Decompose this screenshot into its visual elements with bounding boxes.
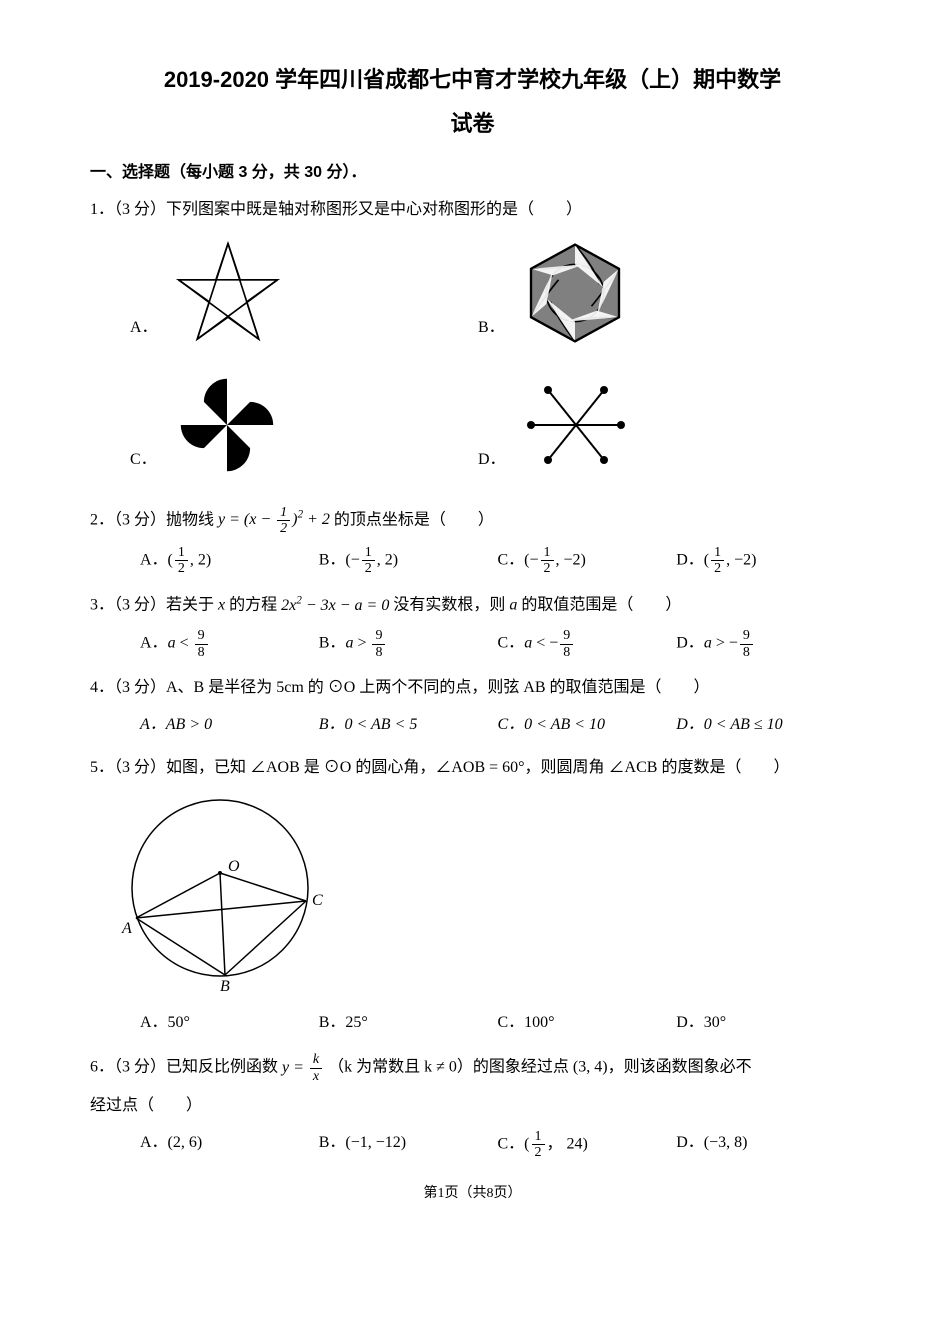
q1-option-c: C．: [130, 365, 478, 485]
q3-opt-c: C．a < −98: [498, 628, 677, 660]
q3-formula: 2x2 − 3x − a = 0: [281, 597, 389, 614]
star-icon: [168, 233, 288, 353]
asterisk-icon: [516, 365, 636, 485]
q4-options: A．AB > 0 B．0 < AB < 5 C．0 < AB < 10 D．0 …: [90, 711, 855, 740]
q1-option-a: A．: [130, 233, 478, 353]
q6-opt-a: A．(2, 6): [140, 1129, 319, 1161]
q2-opt-a: A．(12, 2): [140, 545, 319, 577]
q5-opt-d: D．30°: [676, 1009, 855, 1038]
q3-mid1: 的方程: [229, 597, 281, 614]
exam-title-line1: 2019-2020 学年四川省成都七中育才学校九年级（上）期中数学: [90, 60, 855, 100]
q5-label-c: C: [312, 892, 323, 909]
q3-opt-d: D．a > −98: [676, 628, 855, 660]
q6-prefix: 6．（3 分）已知反比例函数: [90, 1059, 282, 1076]
hexagon-swirl-icon: [515, 233, 635, 353]
q2-opt-c: C．(−12, −2): [498, 545, 677, 577]
question-6: 6．（3 分）已知反比例函数 y = kx （k 为常数且 k ≠ 0）的图象经…: [90, 1052, 855, 1160]
q6-opt-d: D．(−3, 8): [676, 1129, 855, 1161]
pinwheel-icon: [167, 365, 287, 485]
q5-label-o: O: [228, 858, 240, 875]
q1-options: A． B．: [90, 233, 855, 497]
q2-prefix: 2．（3 分）抛物线: [90, 511, 218, 528]
q5-options: A．50° B．25° C．100° D．30°: [90, 1009, 855, 1038]
question-5: 5．（3 分）如图，已知 ∠AOB 是 ⊙O 的圆心角，∠AOB = 60°，则…: [90, 754, 855, 1038]
q2-options: A．(12, 2) B．(−12, 2) C．(−12, −2) D．(12, …: [90, 545, 855, 577]
q3-prefix: 3．（3 分）若关于: [90, 597, 218, 614]
q6-opt-b: B．(−1, −12): [319, 1129, 498, 1161]
exam-title-line2: 试卷: [90, 104, 855, 144]
q1-stem: 1．（3 分）下列图案中既是轴对称图形又是中心对称图形的是（ ）: [90, 196, 855, 225]
q2-mid: 的顶点坐标是（ ）: [334, 511, 494, 528]
q2-opt-b: B．(−12, 2): [319, 545, 498, 577]
q5-opt-b: B．25°: [319, 1009, 498, 1038]
q1-opt-a-label: A．: [130, 314, 158, 353]
q4-stem: 4．（3 分）A、B 是半径为 5cm 的 ⊙O 上两个不同的点，则弦 AB 的…: [90, 674, 855, 703]
q3-mid2: 没有实数根，则: [393, 597, 509, 614]
q3-opt-b: B．a > 98: [319, 628, 498, 660]
question-1: 1．（3 分）下列图案中既是轴对称图形又是中心对称图形的是（ ） A． B．: [90, 196, 855, 497]
q6-options: A．(2, 6) B．(−1, −12) C．(12， 24) D．(−3, 8…: [90, 1129, 855, 1161]
q2-stem: 2．（3 分）抛物线 y = (x − 12)2 + 2 的顶点坐标是（ ）: [90, 505, 855, 537]
q5-opt-c: C．100°: [498, 1009, 677, 1038]
q5-stem: 5．（3 分）如图，已知 ∠AOB 是 ⊙O 的圆心角，∠AOB = 60°，则…: [90, 754, 855, 783]
section-1-header: 一、选择题（每小题 3 分，共 30 分）．: [90, 159, 855, 188]
q6-formula: y = kx: [282, 1059, 324, 1076]
q1-opt-c-label: C．: [130, 446, 157, 485]
q3-options: A．a < 98 B．a > 98 C．a < −98 D．a > −98: [90, 628, 855, 660]
q6-stem: 6．（3 分）已知反比例函数 y = kx （k 为常数且 k ≠ 0）的图象经…: [90, 1052, 855, 1084]
q2-formula: y = (x − 12)2 + 2: [218, 511, 330, 528]
q2-opt-d: D．(12, −2): [676, 545, 855, 577]
q6-opt-c: C．(12， 24): [498, 1129, 677, 1161]
q4-opt-b: B．0 < AB < 5: [319, 711, 498, 740]
q4-opt-c: C．0 < AB < 10: [498, 711, 677, 740]
q3-stem: 3．（3 分）若关于 x 的方程 2x2 − 3x − a = 0 没有实数根，…: [90, 590, 855, 620]
question-4: 4．（3 分）A、B 是半径为 5cm 的 ⊙O 上两个不同的点，则弦 AB 的…: [90, 674, 855, 740]
page-footer: 第1页（共8页）: [90, 1181, 855, 1206]
q5-figure: O A B C: [120, 793, 855, 1004]
q4-opt-a: A．AB > 0: [140, 711, 319, 740]
q5-label-a: A: [121, 920, 132, 937]
q1-opt-b-label: B．: [478, 314, 505, 353]
q1-opt-d-label: D．: [478, 446, 506, 485]
q5-label-b: B: [220, 978, 230, 993]
q6-stem-line2: 经过点（ ）: [90, 1092, 855, 1121]
q4-opt-d: D．0 < AB ≤ 10: [676, 711, 855, 740]
question-3: 3．（3 分）若关于 x 的方程 2x2 − 3x − a = 0 没有实数根，…: [90, 590, 855, 660]
q5-opt-a: A．50°: [140, 1009, 319, 1038]
question-2: 2．（3 分）抛物线 y = (x − 12)2 + 2 的顶点坐标是（ ） A…: [90, 505, 855, 577]
q1-option-b: B．: [478, 233, 826, 353]
q1-option-d: D．: [478, 365, 826, 485]
q6-mid: （k 为常数且 k ≠ 0）的图象经过点 (3, 4)，则该函数图象必不: [328, 1059, 751, 1076]
q3-opt-a: A．a < 98: [140, 628, 319, 660]
q3-mid3: 的取值范围是（ ）: [521, 597, 681, 614]
